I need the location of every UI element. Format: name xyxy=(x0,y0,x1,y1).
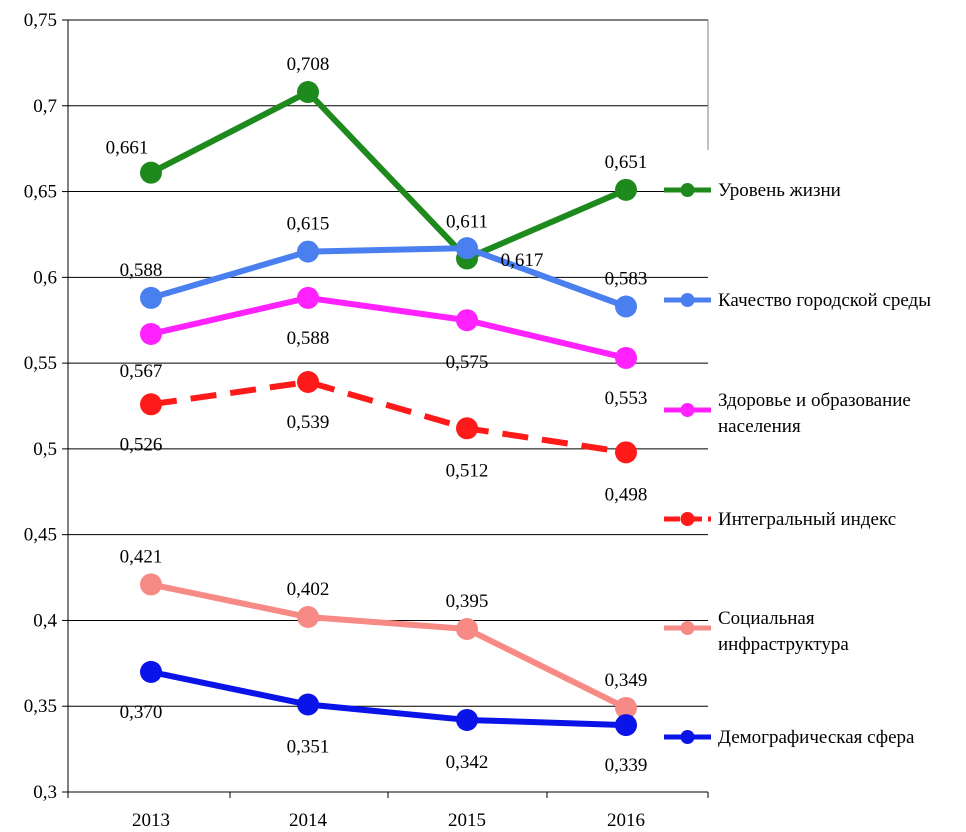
data-label: 0,583 xyxy=(605,268,648,289)
data-point xyxy=(615,696,637,719)
data-point xyxy=(297,240,319,263)
y-tick-label: 0,35 xyxy=(24,696,57,717)
data-label: 0,339 xyxy=(605,755,648,776)
y-tick-labels: 0,3 0,35 0,4 0,45 0,5 0,55 0,6 0,65 0,7 0,75 xyxy=(24,10,58,803)
data-label: 0,395 xyxy=(446,591,489,612)
legend-label: Качество городской среды xyxy=(718,290,931,311)
data-point xyxy=(297,286,319,309)
data-point xyxy=(615,441,637,464)
series-line xyxy=(149,89,628,262)
data-label: 0,588 xyxy=(287,328,330,349)
y-tick-label: 0,55 xyxy=(24,353,57,374)
data-point xyxy=(297,81,319,104)
data-point xyxy=(456,237,478,260)
legend-swatch-marker xyxy=(680,621,695,635)
data-point xyxy=(140,660,162,683)
data-point xyxy=(456,708,478,731)
data-label: 0,553 xyxy=(605,388,648,409)
y-tick-label: 0,65 xyxy=(24,182,57,203)
legend-label: инфраструктура xyxy=(718,634,849,655)
series-line xyxy=(150,294,627,361)
data-label: 0,539 xyxy=(287,412,330,433)
series-line xyxy=(150,245,628,310)
data-labels: 0,661 0,708 0,611 0,651 0,588 0,615 0,617 0,583… xyxy=(106,54,648,776)
data-label: 0,512 xyxy=(446,460,489,481)
data-point xyxy=(140,286,162,309)
data-label: 0,588 xyxy=(120,260,163,281)
legend-label: Уровень жизни xyxy=(718,180,841,201)
data-label: 0,421 xyxy=(120,546,163,567)
data-point xyxy=(297,606,319,629)
data-label: 0,651 xyxy=(605,152,648,173)
data-label: 0,661 xyxy=(106,138,149,159)
data-label: 0,526 xyxy=(120,434,163,455)
x-tick-label: 2013 xyxy=(132,810,170,831)
data-point xyxy=(615,346,637,369)
data-label: 0,349 xyxy=(605,670,648,691)
y-tick-label: 0,75 xyxy=(24,10,57,31)
data-label: 0,575 xyxy=(446,352,489,373)
data-point xyxy=(615,714,637,737)
data-label: 0,708 xyxy=(287,54,330,75)
data-point xyxy=(140,161,162,184)
data-label: 0,402 xyxy=(287,579,330,600)
axes xyxy=(62,19,709,798)
data-label: 0,342 xyxy=(446,752,489,773)
data-label: 0,567 xyxy=(120,361,163,382)
legend-label: Интегральный индекс xyxy=(718,509,896,530)
data-point xyxy=(456,618,478,641)
x-tick-label: 2014 xyxy=(289,810,328,831)
x-tick-label: 2016 xyxy=(607,810,645,831)
data-label: 0,498 xyxy=(605,484,648,505)
legend-label: Демографическая сфера xyxy=(718,727,915,748)
data-point xyxy=(297,370,319,393)
legend-label: Социальная xyxy=(718,608,815,629)
legend-label: Здоровье и образование xyxy=(718,390,911,411)
y-tick-label: 0,45 xyxy=(24,525,57,546)
legend: Уровень жизни Качество городской среды Здо… xyxy=(664,180,931,748)
y-tick-label: 0,6 xyxy=(33,267,57,288)
data-point xyxy=(140,393,162,416)
series-lines xyxy=(140,81,637,737)
legend-swatch-marker xyxy=(680,403,695,417)
gridlines xyxy=(68,19,708,707)
legend-swatch-marker xyxy=(680,730,695,744)
y-tick-label: 0,4 xyxy=(33,610,57,631)
x-tick-label: 2015 xyxy=(448,810,486,831)
series-line xyxy=(150,668,627,729)
data-point xyxy=(297,693,319,716)
data-label: 0,370 xyxy=(120,702,163,723)
legend-swatch-marker xyxy=(680,293,695,307)
legend-swatch-marker xyxy=(680,512,695,526)
legend-label: населения xyxy=(718,416,801,437)
data-label: 0,351 xyxy=(287,737,330,758)
data-label: 0,615 xyxy=(287,214,330,235)
y-tick-label: 0,7 xyxy=(33,96,57,117)
series-line xyxy=(150,378,627,456)
data-point xyxy=(140,322,162,345)
y-tick-label: 0,5 xyxy=(33,439,57,460)
data-point xyxy=(456,417,478,440)
x-tick-labels: 2013 2014 2015 2016 xyxy=(132,810,645,831)
data-label: 0,611 xyxy=(446,211,488,232)
legend-swatch-marker xyxy=(680,183,695,197)
data-label: 0,617 xyxy=(501,250,544,271)
data-point xyxy=(456,309,478,332)
y-tick-label: 0,3 xyxy=(33,782,57,803)
data-point xyxy=(615,295,637,318)
data-point xyxy=(615,178,637,201)
data-point xyxy=(140,573,162,596)
series-line xyxy=(150,581,628,711)
